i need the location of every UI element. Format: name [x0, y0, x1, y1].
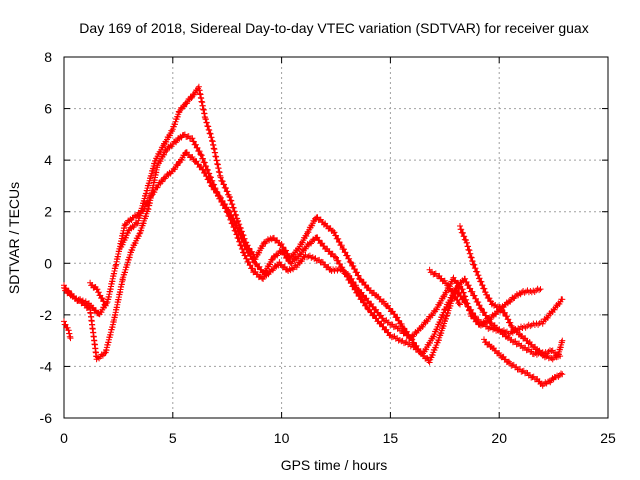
- y-tick-label: 0: [44, 255, 52, 271]
- series-markers: [481, 336, 566, 389]
- x-axis-label: GPS time / hours: [281, 457, 388, 473]
- series-markers: [117, 83, 564, 366]
- series-track-8: [481, 336, 566, 389]
- series-markers: [457, 223, 566, 363]
- series-track-6: [426, 266, 463, 308]
- series-markers: [87, 279, 109, 308]
- y-tick-label: 6: [44, 101, 52, 117]
- data-layer: [61, 83, 566, 389]
- y-tick-label: -6: [40, 410, 53, 426]
- series-track-2: [61, 131, 544, 363]
- x-tick-label: 0: [60, 430, 68, 446]
- tick-layer: 0 5 10 15 20 25 -6 -4 -2 0 2 4 6 8: [40, 49, 616, 446]
- series-track-7: [457, 223, 566, 363]
- series-markers: [61, 131, 544, 363]
- chart-title: Day 169 of 2018, Sidereal Day-to-day VTE…: [79, 20, 588, 36]
- y-tick-label: -4: [40, 358, 53, 374]
- plot-frame: [63, 56, 609, 419]
- series-track-5: [87, 279, 109, 308]
- series-track-4: [61, 318, 74, 342]
- x-tick-label: 25: [600, 430, 616, 446]
- y-axis-label: SDTVAR / TECUs: [6, 182, 22, 294]
- x-tick-label: 5: [169, 430, 177, 446]
- x-tick-label: 10: [274, 430, 290, 446]
- series-markers: [61, 149, 566, 357]
- y-tick-label: 4: [44, 152, 52, 168]
- y-tick-label: 8: [44, 49, 52, 65]
- y-tick-label: -2: [40, 307, 53, 323]
- x-tick-label: 15: [383, 430, 399, 446]
- series-markers: [61, 318, 74, 342]
- series-track-3: [117, 83, 564, 366]
- y-tick-label: 2: [44, 204, 52, 220]
- grid-layer: [64, 57, 608, 418]
- series-track-1: [61, 149, 566, 357]
- series-markers: [426, 266, 463, 308]
- x-tick-label: 20: [491, 430, 507, 446]
